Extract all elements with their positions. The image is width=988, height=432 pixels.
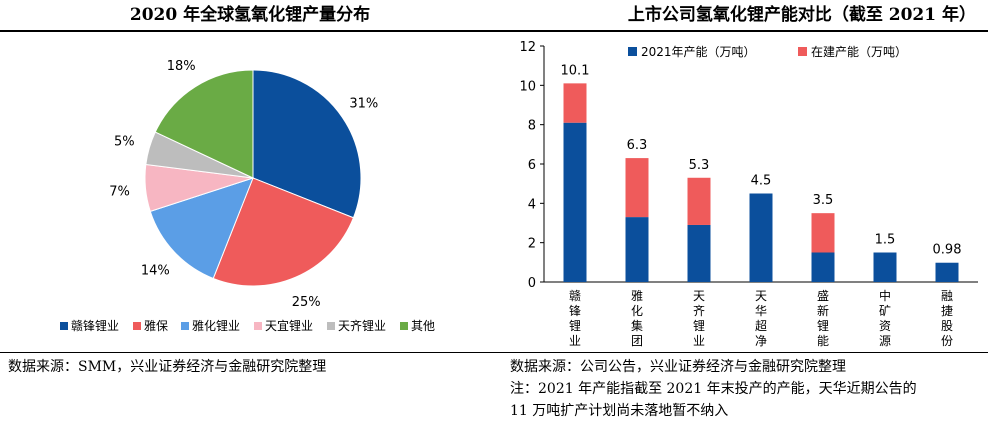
bar-construction-1 [563, 83, 587, 123]
x-category-label-5: 盛新锂能 [817, 288, 829, 348]
bar-legend-label-1: 2021年产能（万吨） [641, 45, 756, 59]
pie-slice-label-6: 18% [167, 59, 196, 74]
bar-total-label-4: 4.5 [751, 174, 772, 189]
pie-legend-label-2: 雅保 [144, 318, 168, 333]
bar-total-label-5: 3.5 [813, 193, 834, 208]
y-tick-label-0: 0 [528, 276, 536, 291]
bar-capacity-1 [563, 122, 587, 282]
pie-legend-swatch-4 [254, 322, 262, 330]
y-tick-label-1: 2 [528, 237, 536, 252]
y-tick-label-3: 6 [528, 158, 536, 173]
bar-legend-swatch-1 [628, 47, 637, 56]
pie-legend-label-6: 其他 [411, 319, 435, 333]
pie-slice-label-2: 25% [292, 295, 321, 310]
bar-chart-title: 上市公司氢氧化锂产能对比（截至 2021 年） [627, 5, 976, 25]
pie-legend-swatch-5 [327, 322, 335, 330]
x-category-label-3: 天齐锂业 [693, 289, 705, 348]
bar-capacity-5 [811, 252, 835, 282]
pie-legend-swatch-1 [60, 322, 68, 330]
pie-slice-6 [154, 69, 254, 179]
x-category-label-2: 雅化集团 [631, 288, 643, 348]
bar-note-line-2: 11 万吨扩产计划尚未落地暂不纳入 [510, 403, 729, 419]
bar-capacity-3 [687, 224, 711, 282]
pie-slice-label-3: 14% [141, 264, 170, 279]
pie-chart-title: 2020 年全球氢氧化锂产量分布 [129, 5, 371, 25]
bottom-rule [0, 352, 988, 353]
pie-legend-label-5: 天齐锂业 [338, 318, 386, 333]
bar-legend-label-2: 在建产能（万吨） [811, 45, 907, 59]
bar-legend-swatch-2 [798, 47, 807, 56]
bar-notes: 数据来源：公司公告，兴业证券经济与金融研究院整理 注：2021 年产能指截至 2… [510, 356, 917, 422]
bar-total-label-3: 5.3 [689, 158, 710, 173]
pie-legend-swatch-2 [133, 322, 141, 330]
pie-legend-label-3: 雅化锂业 [192, 318, 240, 333]
bar-total-label-2: 6.3 [627, 138, 648, 153]
pie-legend-swatch-6 [400, 322, 408, 330]
pie-slice-1 [252, 69, 362, 219]
pie-legend-swatch-3 [181, 322, 189, 330]
x-category-label-7: 融捷股份 [941, 289, 953, 348]
x-category-label-4: 天华超净 [755, 289, 767, 348]
y-tick-label-4: 8 [528, 119, 536, 134]
y-tick-label-6: 12 [519, 40, 536, 55]
bar-capacity-7 [935, 262, 959, 282]
x-category-label-6: 中矿资源 [879, 288, 891, 348]
pie-slice-label-5: 5% [114, 135, 135, 150]
bar-note-line-1: 注：2021 年产能指截至 2021 年末投产的产能，天华近期公告的 [510, 381, 917, 397]
top-rule [0, 30, 988, 32]
bar-construction-3 [687, 177, 711, 225]
bar-construction-5 [811, 213, 835, 253]
pie-slice-label-1: 31% [349, 97, 378, 112]
y-tick-label-5: 10 [519, 79, 536, 94]
pie-legend-label-4: 天宜锂业 [265, 318, 313, 333]
bar-capacity-4 [749, 193, 773, 282]
bar-capacity-6 [873, 252, 897, 282]
bar-total-label-7: 0.98 [933, 243, 962, 258]
bar-chart: 0 2 4 6 8 10 12 10.1 赣锋锂业 6.3 雅化集团 5.3 天齐锂业 4.5 天华超净 3.… [519, 40, 978, 348]
bar-construction-2 [625, 158, 649, 218]
bar-capacity-2 [625, 217, 649, 282]
pie-source-note: 数据来源：SMM，兴业证券经济与金融研究院整理 [8, 359, 327, 375]
bar-source-note: 数据来源：公司公告，兴业证券经济与金融研究院整理 [510, 359, 846, 375]
pie-slice-label-4: 7% [109, 185, 130, 200]
pie-chart: 31% 25% 14% 7% 5% 18% 赣锋锂业 雅保 雅化锂业 天宜锂业 天齐锂业 其他 [60, 59, 435, 333]
bar-total-label-6: 1.5 [875, 233, 896, 248]
pie-slice-2 [212, 177, 355, 287]
y-tick-label-2: 4 [528, 197, 536, 212]
x-category-label-1: 赣锋锂业 [569, 289, 581, 348]
bar-total-label-1: 10.1 [561, 63, 590, 78]
pie-legend-label-1: 赣锋锂业 [71, 318, 119, 333]
